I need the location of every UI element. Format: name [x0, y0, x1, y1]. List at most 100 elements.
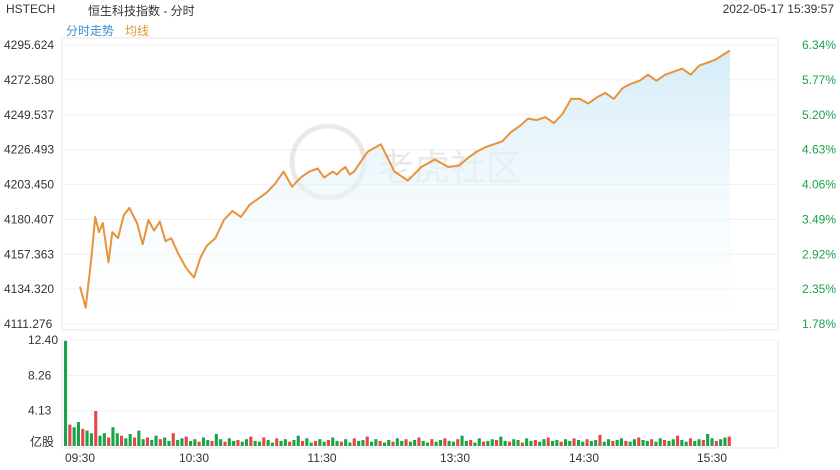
volume-bar [197, 441, 201, 446]
volume-bar [572, 438, 576, 446]
volume-bar [275, 438, 279, 446]
volume-bar [499, 436, 503, 446]
volume-bar [538, 441, 542, 446]
volume-bar [283, 439, 287, 446]
volume-bar [223, 441, 227, 446]
tab-timeshare[interactable]: 分时走势 [66, 24, 115, 38]
volume-bar [167, 440, 171, 446]
volume-bar [688, 438, 692, 446]
price-tick-label: 4157.363 [4, 247, 54, 261]
time-tick-label: 13:30 [440, 451, 470, 465]
pct-tick-label: 2.92% [802, 247, 836, 261]
volume-bar [158, 439, 162, 446]
pct-tick-label: 6.34% [802, 38, 836, 52]
volume-bar [348, 442, 352, 446]
time-tick-label: 15:30 [697, 451, 727, 465]
pct-tick-label: 4.63% [802, 143, 836, 157]
volume-bar [344, 439, 348, 446]
volume-bar [680, 440, 684, 446]
volume-bar [594, 440, 598, 446]
volume-bar [456, 439, 460, 446]
volume-bar [619, 438, 623, 446]
volume-bar [339, 441, 343, 446]
volume-bar [154, 435, 158, 446]
volume-bar [378, 440, 382, 446]
time-tick-label: 10:30 [179, 451, 209, 465]
volume-bar [180, 438, 184, 446]
volume-bar [288, 441, 292, 446]
volume-bar [89, 433, 93, 446]
volume-bar [124, 438, 128, 446]
volume-bar [68, 424, 72, 446]
volume-bar [443, 438, 447, 446]
volume-bar [387, 440, 391, 446]
price-tick-label: 4226.493 [4, 143, 54, 157]
volume-bar [598, 434, 602, 446]
volume-bar [727, 436, 731, 446]
volume-bar [240, 441, 244, 446]
volume-unit-label: 亿股 [30, 434, 54, 449]
price-tick-label: 4295.624 [4, 38, 54, 52]
volume-bar [322, 441, 326, 446]
header: HSTECH 恒生科技指数 - 分时 2022-05-17 15:39:57 [0, 0, 840, 20]
price-tick-label: 4203.450 [4, 178, 54, 192]
volume-bar [227, 438, 231, 446]
pct-tick-label: 5.20% [802, 108, 836, 122]
tab-average-line[interactable]: 均线 [125, 24, 150, 38]
volume-bar [607, 439, 611, 446]
volume-bar [210, 440, 214, 446]
time-tick-label: 11:30 [307, 451, 336, 465]
volume-bar [663, 440, 667, 446]
price-tick-label: 4134.320 [4, 282, 54, 296]
volume-bar [176, 440, 180, 446]
volume-bar [137, 430, 141, 446]
volume-bar [512, 439, 516, 446]
volume-bar [301, 440, 305, 446]
volume-bar [193, 439, 197, 446]
volume-bar [495, 440, 499, 446]
volume-bar [361, 440, 365, 446]
volume-bar [253, 440, 257, 446]
volume-bar [232, 440, 236, 446]
volume-bar [292, 440, 296, 446]
volume-bar [632, 439, 636, 446]
volume-bar [214, 434, 218, 446]
volume-bar [520, 442, 524, 446]
volume-bar [81, 428, 85, 446]
price-tick-label: 4111.276 [4, 317, 53, 331]
volume-bar [76, 422, 80, 446]
volume-bar [714, 440, 718, 446]
pct-tick-label: 2.35% [802, 282, 836, 296]
volume-bar [262, 437, 266, 446]
time-tick-label: 09:30 [65, 451, 95, 465]
time-tick-label: 14:30 [569, 451, 599, 465]
volume-bar [266, 440, 270, 446]
volume-bar [490, 439, 494, 446]
volume-bar [236, 440, 240, 446]
volume-bar [486, 440, 490, 446]
volume-bar [365, 436, 369, 446]
volume-bar [111, 427, 115, 446]
volume-bar [245, 439, 249, 446]
volume-bar [296, 435, 300, 446]
datetime: 2022-05-17 15:39:57 [722, 2, 834, 16]
price-tick-label: 4249.537 [4, 108, 54, 122]
volume-bar [145, 437, 149, 446]
volume-bar [482, 441, 486, 446]
volume-bar [120, 435, 124, 446]
volume-bar [693, 440, 697, 446]
volume-bar [189, 440, 193, 446]
volume-bar [326, 440, 330, 446]
volume-bar [447, 440, 451, 446]
volume-bar [701, 440, 705, 446]
volume-bar [503, 440, 507, 446]
volume-bar [249, 436, 253, 446]
volume-bar [469, 440, 473, 446]
volume-bar [171, 433, 175, 446]
volume-bar [133, 437, 137, 446]
volume-bar [464, 440, 468, 446]
volume-bar [641, 440, 645, 446]
volume-bar [723, 437, 727, 446]
volume-bar [581, 441, 585, 446]
